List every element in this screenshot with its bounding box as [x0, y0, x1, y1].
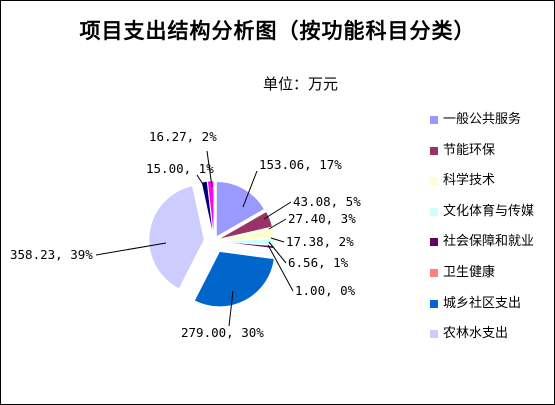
- legend-swatch: [430, 116, 438, 124]
- legend-label: 科学技术: [443, 173, 496, 189]
- legend-label: 农林水支出: [443, 326, 509, 342]
- legend-label: 社会保障和就业: [443, 234, 535, 250]
- pie-slice: [148, 185, 205, 290]
- legend-swatch: [430, 146, 438, 155]
- legend-swatch: [430, 207, 438, 216]
- data-label: 153.06, 17%: [259, 157, 342, 172]
- leader-line: [196, 174, 207, 190]
- leader-line: [268, 218, 287, 230]
- legend-swatch: [430, 177, 438, 186]
- leader-line: [270, 237, 285, 243]
- legend-swatch: [430, 299, 438, 308]
- legend-item: 农林水支出: [421, 325, 551, 356]
- data-label: 6.56, 1%: [288, 255, 349, 270]
- pie-slice: [218, 227, 275, 241]
- pie-slice: [207, 180, 215, 237]
- chart-title: 项目支出结构分析图（按功能科目分类）: [79, 19, 476, 43]
- leader-line: [267, 244, 294, 292]
- data-label: 15.00, 1%: [146, 161, 214, 176]
- chart-unit-label: 单位：万元: [263, 75, 339, 93]
- leader-line: [95, 242, 167, 256]
- data-label: 17.38, 2%: [286, 234, 354, 249]
- leader-line: [268, 241, 287, 264]
- legend-item: 一般公共服务: [421, 111, 551, 142]
- legend-label: 文化体育与传媒: [443, 203, 535, 219]
- data-label: 27.40, 3%: [288, 211, 356, 226]
- legend-item: 节能环保: [421, 142, 551, 173]
- chart-legend: 一般公共服务 节能环保科学技术文化体育与传媒 社会保障和就业 卫生健康城乡社区支出 农林…: [421, 111, 551, 356]
- leader-line: [228, 290, 234, 327]
- leader-line: [206, 150, 213, 188]
- legend-swatch: [430, 238, 438, 247]
- pie-slice: [216, 181, 265, 238]
- legend-label: 卫生健康: [443, 264, 496, 280]
- legend-item: 科学技术: [421, 172, 551, 203]
- legend-item: 社会保障和就业: [421, 233, 551, 264]
- legend-label: 城乡社区支出: [443, 295, 522, 311]
- legend-swatch: [430, 268, 438, 277]
- leader-line: [242, 170, 258, 208]
- data-label: 1.00, 0%: [295, 283, 356, 298]
- data-label: 279.00, 30%: [181, 325, 264, 340]
- pie-slice: [218, 241, 274, 250]
- data-label: 358.23, 39%: [10, 247, 93, 262]
- pie-slice: [194, 251, 275, 307]
- legend-swatch: [430, 330, 438, 339]
- legend-item: 卫生健康: [421, 264, 551, 295]
- data-label: 16.27, 2%: [149, 129, 217, 144]
- legend-item: 文化体育与传媒: [421, 203, 551, 234]
- leader-line: [263, 201, 292, 220]
- legend-label: 一般公共服务: [443, 112, 522, 127]
- legend-item: 城乡社区支出: [421, 295, 551, 326]
- legend-label: 节能环保: [443, 142, 496, 158]
- data-label: 43.08, 5%: [293, 194, 361, 209]
